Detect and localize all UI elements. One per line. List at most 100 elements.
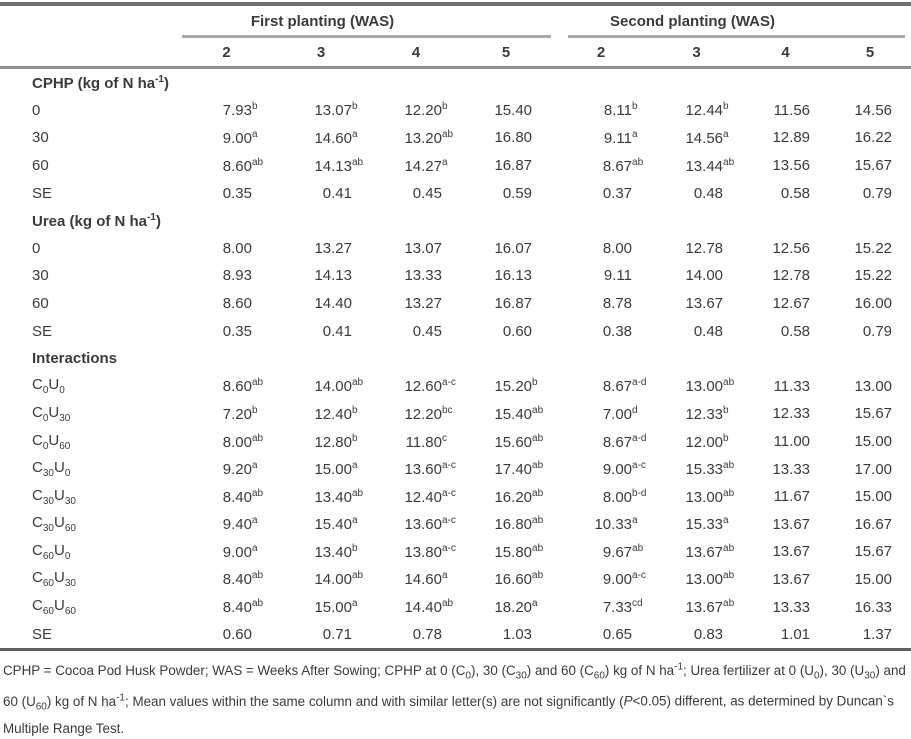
value-cell: 17.40ab bbox=[461, 455, 551, 483]
cell-value: 0.79 bbox=[862, 184, 893, 202]
cell-value: 12.60 bbox=[404, 378, 442, 396]
value-cell: 12.89 bbox=[742, 124, 829, 152]
value-cell: 12.00b bbox=[651, 428, 742, 456]
value-cell: 9.67ab bbox=[551, 538, 651, 566]
cell-value: 8.93 bbox=[222, 267, 252, 285]
value-cell: 0.41 bbox=[271, 179, 371, 207]
data-row: C60U60 8.40ab 15.00a 14.40ab 18.20a 7.33cd 13.… bbox=[0, 593, 911, 621]
week-col-header: 4 bbox=[371, 38, 461, 69]
value-cell: 9.00a bbox=[182, 538, 271, 566]
value-cell: 13.40ab bbox=[271, 483, 371, 511]
value-cell: 0.71 bbox=[271, 621, 371, 650]
week-col-header: 2 bbox=[551, 38, 652, 69]
cell-value: 11.56 bbox=[773, 101, 811, 119]
cell-value: 15.67 bbox=[854, 405, 893, 423]
cell-value: 0.65 bbox=[602, 626, 633, 644]
significance-superscript: b bbox=[352, 404, 358, 416]
value-cell: 12.40a-c bbox=[371, 483, 461, 511]
value-cell: 13.33 bbox=[742, 593, 829, 621]
significance-superscript: ab bbox=[252, 598, 264, 610]
cell-value: 8.67 bbox=[602, 378, 633, 396]
value-cell: 1.03 bbox=[461, 621, 551, 650]
value-cell: 14.00 bbox=[651, 262, 742, 290]
value-cell: 12.33b bbox=[651, 400, 742, 428]
value-cell: 12.33 bbox=[742, 400, 829, 428]
row-label: C0U30 bbox=[32, 403, 71, 424]
value-cell: 8.00 bbox=[551, 235, 651, 263]
results-table-body: CPHP (kg of N ha-1) 0 7.93b 13.07b 12.20b 15.… bbox=[0, 68, 911, 650]
cell-value: 15.67 bbox=[854, 157, 893, 175]
value-cell: 15.00 bbox=[829, 428, 911, 456]
cell-value: 0.83 bbox=[693, 626, 724, 644]
cell-value: 0.48 bbox=[693, 184, 724, 202]
value-cell: 14.40 bbox=[271, 290, 371, 318]
cell-value: 8.78 bbox=[602, 295, 633, 313]
cell-value: 16.80 bbox=[494, 516, 533, 534]
significance-superscript: ab bbox=[352, 377, 364, 389]
cell-value: 0.48 bbox=[693, 322, 724, 340]
cell-value: 9.11 bbox=[603, 129, 633, 147]
data-row: C30U60 9.40a 15.40a 13.60a-c 16.80ab 10.33a 15… bbox=[0, 511, 911, 539]
value-cell: 18.20a bbox=[461, 593, 551, 621]
significance-superscript: bc bbox=[442, 404, 453, 416]
value-cell: 9.00a-c bbox=[551, 455, 651, 483]
value-cell: 12.60a-c bbox=[371, 373, 461, 401]
cell-value: 9.40 bbox=[222, 516, 252, 534]
significance-superscript: ab bbox=[252, 570, 264, 582]
row-label: 60 bbox=[32, 295, 49, 313]
significance-superscript: a-c bbox=[632, 460, 646, 472]
value-cell: 9.00a bbox=[182, 124, 271, 152]
cell-value: 15.60 bbox=[494, 433, 533, 451]
cell-value: 0.35 bbox=[222, 322, 252, 340]
significance-superscript: ab bbox=[532, 487, 544, 499]
significance-superscript: ab bbox=[723, 156, 735, 168]
value-cell: 16.00 bbox=[829, 290, 911, 318]
row-label: C60U30 bbox=[32, 569, 76, 590]
cell-value: 11.67 bbox=[773, 488, 811, 506]
data-row: SE 0.60 0.71 0.78 1.03 0.65 0.83 1.01 1.37 bbox=[0, 621, 911, 650]
cell-value: 13.00 bbox=[854, 377, 893, 395]
significance-superscript: b bbox=[723, 101, 729, 113]
cell-value: 12.89 bbox=[772, 129, 811, 147]
cell-value: 0.58 bbox=[780, 322, 811, 340]
significance-superscript: b bbox=[632, 101, 638, 113]
cell-value: 8.00 bbox=[602, 488, 633, 506]
cell-value: 7.33 bbox=[602, 599, 633, 617]
significance-superscript: ab bbox=[632, 542, 644, 554]
significance-superscript: b-d bbox=[632, 487, 647, 499]
data-row: C60U30 8.40ab 14.00ab 14.60a 16.60ab 9.00a-c 1… bbox=[0, 566, 911, 594]
value-cell: 14.60a bbox=[371, 566, 461, 594]
cell-value: 8.11 bbox=[603, 102, 633, 120]
cell-value: 13.20 bbox=[404, 129, 442, 147]
cell-value: 9.00 bbox=[602, 571, 633, 589]
significance-superscript: ab bbox=[252, 377, 264, 389]
cell-value: 13.67 bbox=[685, 543, 724, 561]
table-top-rule bbox=[0, 2, 911, 6]
value-cell: 0.83 bbox=[651, 621, 742, 650]
significance-superscript: a bbox=[632, 515, 638, 527]
value-cell: 8.60 bbox=[182, 290, 271, 318]
cell-value: 0.45 bbox=[412, 184, 442, 202]
value-cell: 11.00 bbox=[742, 428, 829, 456]
cell-value: 18.20 bbox=[494, 599, 533, 617]
cell-value: 0.41 bbox=[322, 322, 352, 340]
cell-value: 15.20 bbox=[494, 378, 533, 396]
significance-superscript: a bbox=[352, 460, 358, 472]
week-col-header: 3 bbox=[271, 38, 371, 69]
row-label: C60U60 bbox=[32, 597, 76, 618]
row-label: SE bbox=[32, 626, 53, 644]
week-col-header: 4 bbox=[742, 38, 830, 69]
value-cell: 12.20b bbox=[371, 97, 461, 125]
value-cell: 16.07 bbox=[461, 235, 551, 263]
cell-value: 7.00 bbox=[602, 405, 633, 423]
significance-superscript: cd bbox=[632, 598, 643, 610]
value-cell: 9.20a bbox=[182, 455, 271, 483]
significance-superscript: ab bbox=[723, 487, 735, 499]
significance-superscript: ab bbox=[723, 598, 735, 610]
cell-value: 14.60 bbox=[404, 571, 442, 589]
value-cell: 12.44b bbox=[651, 97, 742, 125]
value-cell: 13.67 bbox=[742, 538, 829, 566]
value-cell: 15.00a bbox=[271, 455, 371, 483]
data-row: 0 8.00 13.27 13.07 16.07 8.00 12.78 12.56 15.22 bbox=[0, 235, 911, 263]
